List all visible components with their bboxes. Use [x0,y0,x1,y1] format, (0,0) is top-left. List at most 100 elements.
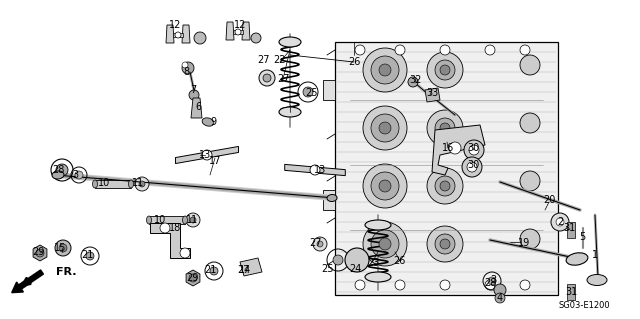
Ellipse shape [327,195,337,202]
Circle shape [371,230,399,258]
Ellipse shape [182,216,188,224]
Text: 28: 28 [52,165,64,175]
Text: 17: 17 [209,156,221,166]
Text: 13: 13 [199,150,211,160]
Text: 14: 14 [239,265,251,275]
Circle shape [520,171,540,191]
Circle shape [36,249,44,257]
Text: 2: 2 [557,217,563,227]
Polygon shape [149,216,185,224]
Circle shape [408,77,418,87]
Circle shape [355,280,365,290]
Text: 12: 12 [234,20,246,30]
Ellipse shape [566,253,588,265]
Ellipse shape [129,180,134,188]
Polygon shape [33,245,47,261]
Text: 8: 8 [183,67,189,77]
Polygon shape [150,223,190,258]
Text: SG03-E1200: SG03-E1200 [558,300,610,309]
Circle shape [379,64,391,76]
Circle shape [345,248,369,272]
Circle shape [494,284,506,296]
Text: 31: 31 [563,223,575,233]
Ellipse shape [147,216,152,224]
Circle shape [259,70,275,86]
Text: 29: 29 [32,247,44,257]
Text: 27: 27 [237,265,250,275]
Circle shape [182,62,194,74]
Circle shape [488,277,496,285]
Circle shape [135,177,149,191]
Text: 20: 20 [543,195,555,205]
Ellipse shape [365,220,391,230]
Circle shape [485,280,495,290]
Text: 1: 1 [592,250,598,260]
Text: 12: 12 [169,20,181,30]
Text: 31: 31 [565,287,577,297]
Text: 3: 3 [72,170,78,180]
Circle shape [520,229,540,249]
Ellipse shape [365,272,391,282]
Text: 22: 22 [273,55,285,65]
Circle shape [427,52,463,88]
Circle shape [395,45,405,55]
Text: 27: 27 [308,238,321,248]
Polygon shape [323,190,335,210]
Circle shape [317,241,323,247]
Ellipse shape [93,180,97,188]
Circle shape [495,293,505,303]
Circle shape [462,157,482,177]
Circle shape [551,213,569,231]
Circle shape [251,33,261,43]
Circle shape [363,106,407,150]
Circle shape [363,164,407,208]
Text: 30: 30 [467,160,479,170]
Circle shape [186,213,200,227]
Circle shape [333,255,343,265]
Polygon shape [191,98,202,118]
Text: 33: 33 [426,88,438,98]
Polygon shape [173,33,183,37]
Circle shape [520,45,530,55]
Circle shape [520,113,540,133]
Text: 9: 9 [210,117,216,127]
Ellipse shape [202,118,214,126]
Circle shape [395,280,405,290]
Circle shape [190,217,196,223]
Text: 11: 11 [186,215,198,225]
Text: 26: 26 [348,57,360,67]
Circle shape [160,223,170,233]
Circle shape [194,32,206,44]
Polygon shape [567,284,575,300]
Text: 15: 15 [54,243,66,253]
Text: 29: 29 [186,273,198,283]
Circle shape [371,114,399,142]
Text: 11: 11 [132,178,144,188]
Polygon shape [425,88,440,102]
Polygon shape [240,258,262,276]
Circle shape [440,181,450,191]
Polygon shape [186,270,200,286]
Circle shape [440,123,450,133]
Circle shape [86,252,94,260]
Text: 24: 24 [349,264,361,274]
Circle shape [235,29,241,35]
Circle shape [379,122,391,134]
Circle shape [56,164,68,176]
Circle shape [371,56,399,84]
Circle shape [180,248,190,258]
Circle shape [427,226,463,262]
Ellipse shape [52,171,64,179]
Text: 19: 19 [518,238,530,248]
Text: 5: 5 [579,232,585,242]
Text: 27: 27 [258,55,270,65]
FancyArrow shape [12,270,44,293]
Polygon shape [285,164,346,176]
Text: 25: 25 [322,264,334,274]
Circle shape [435,60,455,80]
Circle shape [355,45,365,55]
Circle shape [371,172,399,200]
Circle shape [440,280,450,290]
Circle shape [435,234,455,254]
Circle shape [464,140,484,160]
